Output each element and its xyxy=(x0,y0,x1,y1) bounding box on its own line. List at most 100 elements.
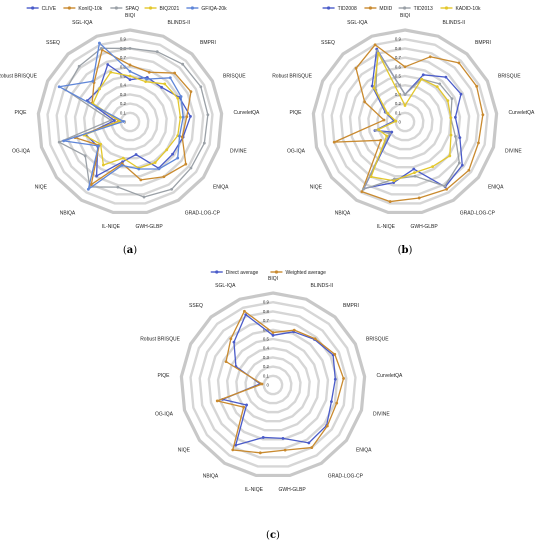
data-point xyxy=(180,135,184,139)
legend-marker xyxy=(31,6,35,10)
legend-label: TID2008 xyxy=(338,6,357,12)
axis-label-eniqa: ENIQA xyxy=(488,185,504,191)
data-point xyxy=(128,74,132,78)
legend-label: GFIQA-20k xyxy=(201,6,227,12)
grid-ring xyxy=(36,28,224,215)
axis-label-brisque: BRISQUE xyxy=(223,73,246,79)
data-point xyxy=(189,90,193,94)
axis-label-bmpri: BMPRI xyxy=(475,40,491,46)
data-point xyxy=(457,61,461,65)
data-point xyxy=(377,51,380,55)
axis-label-sseq: SSEQ xyxy=(46,40,60,46)
legend-label: BIQ2021 xyxy=(160,6,180,12)
data-point xyxy=(379,138,383,142)
axis-label-brisque: BRISQUE xyxy=(366,336,389,342)
data-point xyxy=(242,405,246,409)
grid-ring xyxy=(385,102,425,142)
data-point xyxy=(89,183,93,186)
data-point xyxy=(162,175,166,179)
data-point xyxy=(460,163,464,167)
data-point xyxy=(260,382,264,386)
axis-label-og-iqa: OG-IQA xyxy=(12,148,31,154)
data-point xyxy=(185,115,189,119)
data-point xyxy=(153,161,157,165)
data-point xyxy=(168,76,172,80)
data-point xyxy=(120,164,124,167)
data-point xyxy=(374,128,378,132)
grid-ring xyxy=(119,111,141,133)
data-point xyxy=(139,178,143,182)
tick-label: 0.4 xyxy=(120,83,127,88)
data-point xyxy=(475,84,479,88)
data-point xyxy=(413,174,417,178)
series-line xyxy=(362,50,460,190)
tick-label: 0 xyxy=(399,120,402,125)
grid-ring xyxy=(198,310,348,459)
grid-ring xyxy=(367,83,443,160)
data-point xyxy=(310,446,314,449)
axis-label-grad-log-cp: GRAD-LOG-CP xyxy=(460,210,496,216)
legend-item-mdid: MDID xyxy=(364,6,393,12)
axis-label-robust-brisque: Robust BRISQUE xyxy=(140,336,180,342)
legend-item-tid2008: TID2008 xyxy=(322,6,357,12)
data-point xyxy=(435,85,439,89)
data-point xyxy=(163,82,167,86)
data-point xyxy=(157,167,161,171)
data-point xyxy=(57,140,61,144)
axis-label-sgl-iqa: SGL-IQA xyxy=(215,283,236,289)
legend-marker xyxy=(274,270,279,274)
data-point xyxy=(271,331,275,334)
data-point xyxy=(137,167,141,171)
axis-label-sgl-iqa: SGL-IQA xyxy=(347,20,368,26)
tick-label: 0.8 xyxy=(395,46,402,51)
data-point xyxy=(335,401,339,405)
tick-label: 0.6 xyxy=(395,64,402,69)
axis-label-sgl-iqa: SGL-IQA xyxy=(72,20,93,26)
series-clive xyxy=(84,63,192,178)
tick-label: 0.1 xyxy=(263,373,270,378)
data-point xyxy=(231,448,235,452)
panel-label: (a) xyxy=(123,245,137,256)
series-line xyxy=(333,44,484,203)
data-point xyxy=(109,70,113,74)
data-point xyxy=(443,184,447,188)
axis-label-gwh-glbp: GWH-GLBP xyxy=(410,224,438,230)
data-point xyxy=(199,85,203,89)
axis-label-biqi: BIQI xyxy=(400,13,410,19)
data-point xyxy=(261,436,265,439)
data-point xyxy=(147,70,151,74)
radar-chart-c: 00.10.20.30.40.50.60.70.80.9BIQIBLINDS-I… xyxy=(140,270,403,541)
legend-label: Direct average xyxy=(226,270,259,276)
data-point xyxy=(403,104,407,107)
data-point xyxy=(292,328,296,332)
legend-marker xyxy=(67,6,71,10)
data-point xyxy=(448,154,452,158)
legend-item-koniq-10k: KonIQ-10k xyxy=(63,6,103,12)
data-point xyxy=(179,95,183,98)
tick-label: 0.4 xyxy=(263,346,270,351)
data-point xyxy=(450,97,454,101)
data-point xyxy=(122,120,125,123)
tick-label: 0 xyxy=(267,383,270,388)
axis-label-gwh-glbp: GWH-GLBP xyxy=(135,224,163,230)
data-point xyxy=(271,333,275,337)
data-point xyxy=(160,85,164,89)
series-kadid-10k xyxy=(369,51,453,183)
data-point xyxy=(232,340,236,344)
radar-chart-b: 0 0.1 0.2 0.3 0.4 0.5 0.6 0.7 0.8 0.9 BIQI BLINDS-I… xyxy=(272,6,535,256)
data-point xyxy=(109,118,113,122)
data-point xyxy=(481,113,485,117)
data-point xyxy=(360,190,364,194)
grid-ring xyxy=(73,65,187,178)
data-point xyxy=(95,174,98,178)
grid-ring xyxy=(179,291,367,478)
legend: TID2008 MDID TID2013 KADID-10k xyxy=(322,6,481,12)
data-point xyxy=(184,162,188,166)
data-point xyxy=(181,115,185,119)
series-line xyxy=(74,49,192,186)
series-line xyxy=(370,52,452,182)
data-point xyxy=(354,66,358,70)
data-point xyxy=(206,113,210,117)
data-point xyxy=(457,161,461,165)
